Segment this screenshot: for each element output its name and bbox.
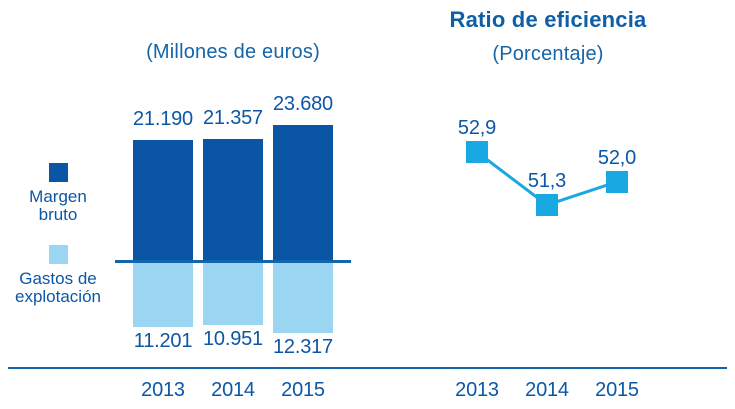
margen-bruto-bar <box>203 138 263 262</box>
ratio-value-label: 52,9 <box>457 117 497 139</box>
margen-bruto-bar <box>273 125 333 262</box>
line-chart-year-label: 2013 <box>455 379 499 401</box>
line-chart-subtitle: (Porcentaje) <box>492 43 604 65</box>
legend-label-gastos-explotacion: Gastos de explotación <box>14 269 101 306</box>
bar-chart-year-label: 2015 <box>281 379 325 401</box>
line-chart-year-label: 2014 <box>525 379 569 401</box>
margen-bruto-bar <box>133 139 193 262</box>
gastos-explotacion-bar <box>203 262 263 326</box>
ratio-marker <box>536 193 558 216</box>
bar-chart-year-label: 2014 <box>211 379 255 401</box>
margen-bruto-value-label: 23.680 <box>273 93 333 116</box>
gastos-explotacion-swatch <box>48 245 68 264</box>
legend-label-margen-bruto: Margen bruto <box>29 187 87 224</box>
margen-bruto-swatch <box>48 163 68 182</box>
x-axis-line <box>8 367 727 369</box>
gastos-explotacion-value-label: 10.951 <box>203 328 263 351</box>
line-chart-title: Ratio de eficiencia <box>449 7 647 32</box>
margen-bruto-value-label: 21.190 <box>133 107 193 130</box>
legend-item-gastos-explotacion: Gastos de explotación <box>3 245 113 306</box>
gastos-explotacion-value-label: 12.317 <box>273 336 333 359</box>
legend-item-margen-bruto: Margen bruto <box>3 163 113 224</box>
gastos-explotacion-bar <box>273 262 333 334</box>
gastos-explotacion-value-label: 11.201 <box>133 329 193 352</box>
ratio-marker <box>466 141 488 163</box>
ratio-marker <box>606 170 628 193</box>
margen-bruto-value-label: 21.357 <box>203 106 263 129</box>
bar-chart-subtitle: (Millones de euros) <box>146 41 320 63</box>
bar-chart-year-label: 2013 <box>141 379 185 401</box>
ratio-value-label: 52,0 <box>597 146 637 169</box>
ratio-value-label: 51,3 <box>527 169 567 192</box>
zero-axis-line <box>115 260 351 263</box>
line-chart-year-label: 2015 <box>595 379 639 401</box>
gastos-explotacion-bar <box>133 262 193 327</box>
